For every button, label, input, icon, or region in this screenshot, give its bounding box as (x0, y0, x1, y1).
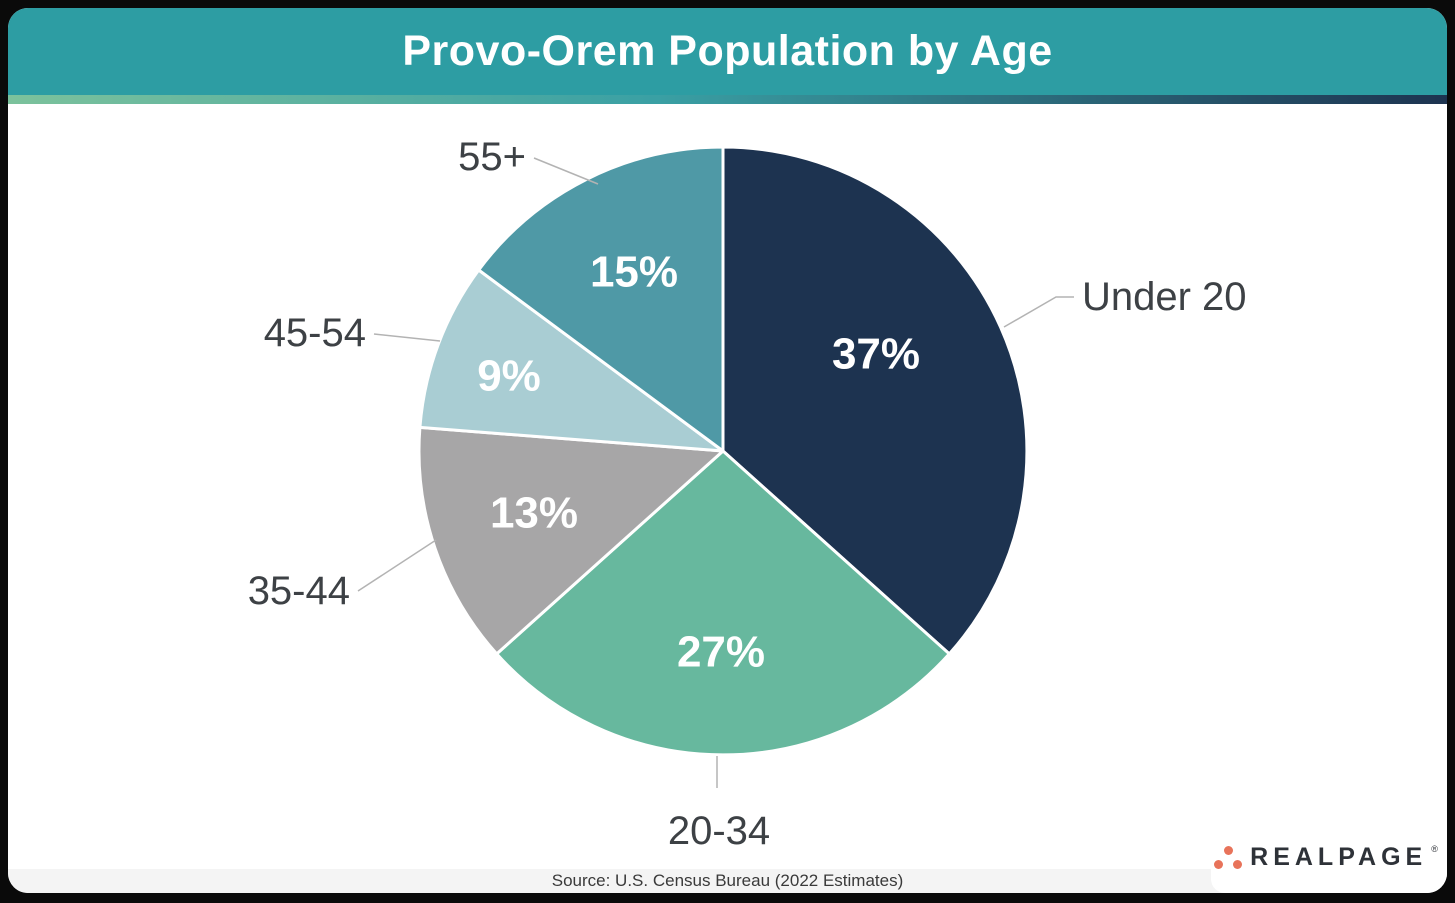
pie-slice-45-54 (418, 268, 725, 453)
pie-slice-35-44 (417, 425, 725, 656)
source-strip: Source: U.S. Census Bureau (2022 Estimat… (8, 869, 1447, 893)
pie-chart: Under 20 37% 20-34 27% 35-44 13% 45-54 9% 55+ 15% (248, 135, 1247, 853)
leader-line-45-54 (373, 333, 441, 342)
gradient-divider (8, 95, 1447, 104)
infographic-card: Provo-Orem Population by Age Under 20 37%… (8, 8, 1447, 893)
slice-label-under-20: Under 20 (1082, 275, 1247, 319)
pie-slice-55- (477, 145, 725, 453)
realpage-logo: REALPAGE ® (1211, 821, 1447, 893)
slice-label-35-44: 35-44 (248, 569, 350, 613)
slice-label-55-: 55+ (458, 135, 526, 179)
realpage-dots-icon (1214, 845, 1243, 869)
slice-label-20-34: 20-34 (668, 809, 770, 853)
page-title: Provo-Orem Population by Age (402, 27, 1053, 75)
title-bar: Provo-Orem Population by Age (8, 8, 1447, 95)
slice-value-under-20: 37% (832, 330, 920, 379)
leader-line-under-20 (1003, 296, 1074, 328)
slice-value-45-54: 9% (477, 352, 541, 401)
slice-label-45-54: 45-54 (264, 311, 366, 355)
source-text: Source: U.S. Census Bureau (2022 Estimat… (551, 871, 904, 890)
pie-slice-under-20 (721, 145, 1029, 656)
slice-value-35-44: 13% (490, 489, 578, 538)
trademark-symbol: ® (1431, 844, 1438, 854)
leader-line-55- (533, 157, 599, 185)
pie-slice-20-34 (495, 449, 951, 757)
slice-value-55-: 15% (590, 248, 678, 297)
leader-line-35-44 (357, 539, 437, 592)
realpage-logo-text: REALPAGE (1250, 842, 1428, 871)
slice-value-20-34: 27% (677, 628, 765, 677)
